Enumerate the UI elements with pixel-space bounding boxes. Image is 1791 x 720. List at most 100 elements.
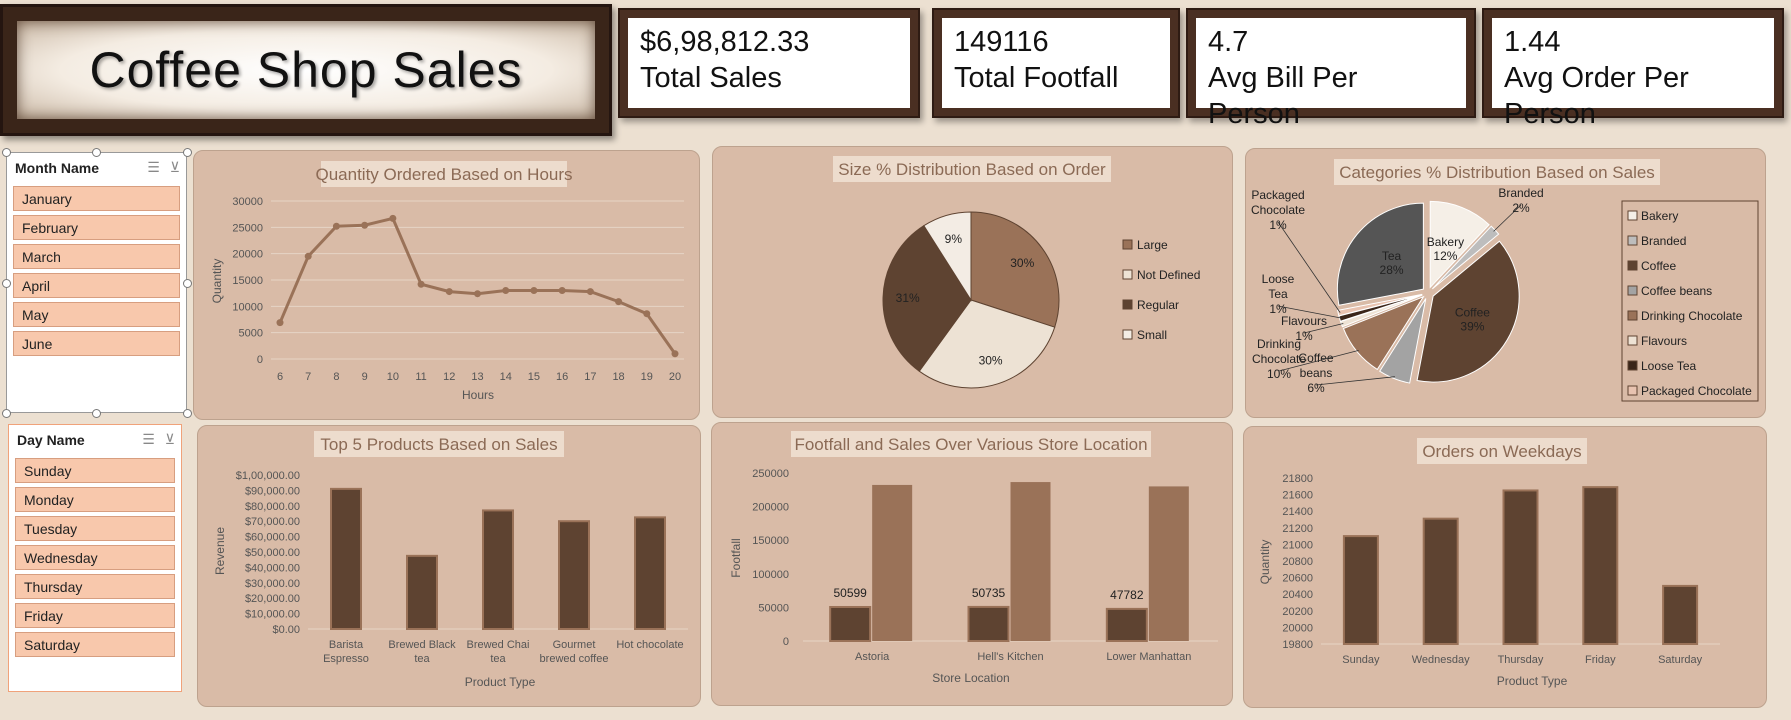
resize-handle[interactable] (2, 409, 11, 418)
x-axis-label: Product Type (465, 675, 536, 689)
legend-label: Bakery (1641, 209, 1678, 223)
kpi-label: Avg Bill Per Person (1208, 62, 1358, 130)
y-tick-label: $1,00,000.00 (236, 470, 300, 482)
day-item-sunday[interactable]: Sunday (15, 458, 175, 483)
month-item-june[interactable]: June (13, 331, 180, 356)
bar-astoria-series-1 (829, 605, 872, 642)
pie-category-label: Flavours (1281, 314, 1327, 328)
quantity-point (389, 214, 397, 222)
chart-size-panel: Size % Distribution Based on Order 30% 30%… (712, 146, 1233, 418)
legend-label: Loose Tea (1641, 359, 1696, 373)
resize-handle[interactable] (2, 279, 11, 288)
pie-category-label: Loose (1262, 272, 1295, 286)
pie-category-label: Packaged (1251, 188, 1304, 202)
legend-label: Regular (1137, 298, 1179, 312)
pie-category-label: Drinking (1257, 337, 1301, 351)
month-item-march[interactable]: March (13, 244, 180, 269)
month-item-april[interactable]: April (13, 273, 180, 298)
chart-weekdays-panel: Orders on Weekdays 19800 20000 20200 20400 20… (1243, 426, 1767, 708)
dashboard-title-panel: Coffee Shop Sales (17, 21, 595, 119)
x-tick-label: Wednesday (1412, 654, 1470, 666)
x-tick-label: 7 (305, 371, 311, 383)
y-tick-label: 0 (783, 636, 789, 648)
legend-label: Branded (1641, 234, 1686, 248)
bar-friday (1582, 486, 1619, 645)
day-slicer-header: Day Name ☰ ⊻ (9, 425, 181, 454)
pie-slice-tea (1336, 202, 1424, 306)
x-tick-label: 11 (415, 371, 426, 383)
x-tick-label: Thursday (1498, 654, 1544, 666)
x-tick-label: 9 (362, 371, 368, 383)
chart-title: Categories % Distribution Based on Sales (1339, 163, 1655, 182)
multi-select-icon[interactable]: ☰ (142, 431, 155, 447)
pie-data-label: 12% (1433, 249, 1457, 263)
y-tick-label: 20000 (1282, 622, 1313, 634)
y-tick-label: $80,000.00 (245, 501, 300, 513)
pie-data-label: 9% (945, 232, 963, 246)
bar-barista-espresso (330, 487, 362, 630)
y-tick-label: 150000 (752, 535, 789, 547)
bar-wednesday (1422, 517, 1459, 645)
kpi-avg-bill: 4.7 Avg Bill Per Person (1186, 8, 1476, 130)
leader-line (1277, 305, 1342, 319)
legend-label: Flavours (1641, 334, 1687, 348)
bar-thursday (1502, 489, 1539, 646)
pie-data-label: 30% (1010, 256, 1034, 270)
kpi-label: Avg Order Per Person (1504, 62, 1689, 130)
y-tick-label: $50,000.00 (245, 547, 300, 559)
legend-swatch (1627, 360, 1638, 371)
x-tick-label: Saturday (1658, 654, 1703, 666)
day-item-wednesday[interactable]: Wednesday (15, 545, 175, 570)
x-tick-label: 20 (669, 371, 681, 383)
day-item-saturday[interactable]: Saturday (15, 632, 175, 657)
clear-filter-icon[interactable]: ⊻ (169, 159, 180, 175)
resize-handle[interactable] (183, 279, 192, 288)
legend-swatch (1627, 310, 1638, 321)
y-tick-label: 20800 (1282, 556, 1313, 568)
quantity-point (332, 222, 340, 230)
clear-filter-icon[interactable]: ⊻ (164, 431, 175, 447)
resize-handle[interactable] (92, 148, 101, 157)
month-item-january[interactable]: January (13, 186, 180, 211)
y-axis-label: Footfall (729, 538, 743, 577)
month-item-may[interactable]: May (13, 302, 180, 327)
y-tick-label: 21000 (1282, 539, 1313, 551)
size-pie-chart: Size % Distribution Based on Order 30% 30%… (833, 156, 1200, 389)
x-tick-label: 18 (612, 371, 624, 383)
day-slicer-title: Day Name (17, 431, 85, 448)
weekdays-bar-chart: Orders on Weekdays 19800 20000 20200 20400 20… (1258, 438, 1720, 688)
legend-swatch (1627, 260, 1638, 271)
day-item-monday[interactable]: Monday (15, 487, 175, 512)
bar-saturday (1662, 584, 1699, 645)
multi-select-icon[interactable]: ☰ (147, 159, 160, 175)
pie-category-label: Tea (1382, 249, 1402, 263)
pie-data-label: 30% (979, 353, 1003, 367)
resize-handle[interactable] (92, 409, 101, 418)
y-tick-label: $20,000.00 (245, 593, 300, 605)
resize-handle[interactable] (183, 148, 192, 157)
y-axis-label: Revenue (213, 527, 227, 575)
x-tick-label: 15 (528, 371, 540, 383)
kpi-total-footfall: 149116 Total Footfall (932, 8, 1180, 118)
month-item-february[interactable]: February (13, 215, 180, 240)
legend-label: Packaged Chocolate (1641, 384, 1752, 398)
day-item-friday[interactable]: Friday (15, 603, 175, 628)
x-tick-label: Hell's Kitchen (977, 651, 1043, 663)
day-item-tuesday[interactable]: Tuesday (15, 516, 175, 541)
resize-handle[interactable] (2, 148, 11, 157)
month-slicer: Month Name ☰ ⊻ January February March April… (6, 152, 187, 413)
quantity-point (615, 298, 623, 306)
quantity-point (586, 288, 594, 296)
x-tick-label: 14 (500, 371, 512, 383)
pie-slice-not-defined (918, 299, 1056, 389)
day-item-thursday[interactable]: Thursday (15, 574, 175, 599)
chart-title-background (833, 156, 1111, 182)
resize-handle[interactable] (183, 409, 192, 418)
y-tick-label: $30,000.00 (245, 578, 300, 590)
legend-swatch (1627, 385, 1638, 396)
kpi-value: 149116 (954, 26, 1049, 58)
dashboard-title-frame: Coffee Shop Sales (0, 4, 612, 136)
quantity-point (530, 287, 538, 295)
store-bar-chart: Footfall and Sales Over Various Store Lo… (729, 431, 1218, 685)
pie-category-label: Chocolate (1252, 352, 1306, 366)
